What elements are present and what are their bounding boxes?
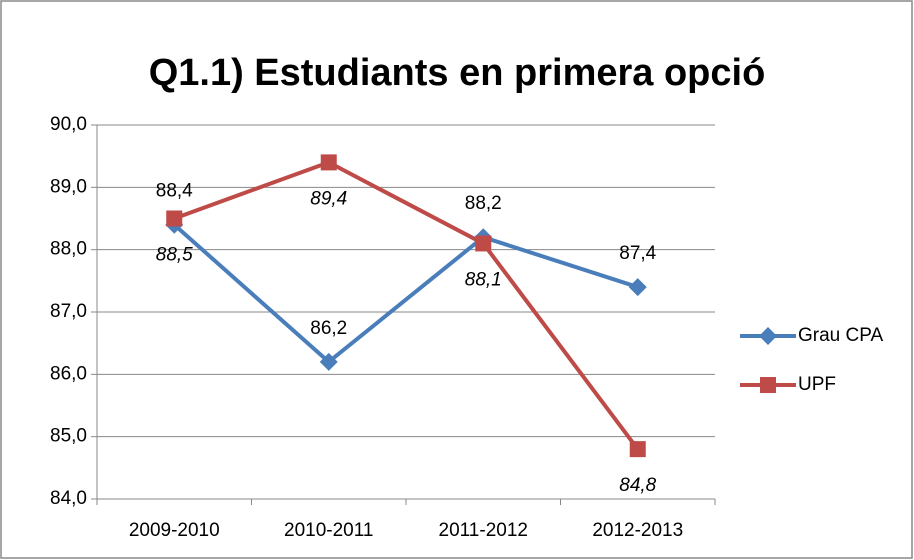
square-marker: [629, 441, 646, 458]
square-marker: [320, 154, 337, 171]
diamond-marker: [628, 278, 647, 297]
y-tick-label: 86,0: [50, 363, 87, 384]
data-label: 88,4: [156, 181, 193, 202]
x-tick-label: 2009-2010: [129, 520, 220, 541]
y-tick-label: 87,0: [50, 301, 87, 322]
data-label: 88,1: [465, 269, 502, 290]
x-tick-label: 2012-2013: [592, 520, 683, 541]
y-tick-label: 89,0: [50, 176, 87, 197]
data-label: 84,8: [619, 475, 656, 496]
square-marker: [760, 377, 776, 393]
data-label: 87,4: [619, 243, 656, 264]
y-tick-label: 88,0: [50, 239, 87, 260]
x-tick-label: 2010-2011: [284, 520, 373, 541]
series-line: [173, 160, 640, 451]
series-line: [172, 223, 639, 364]
y-tick-label: 90,0: [50, 114, 87, 135]
data-label: 89,4: [310, 188, 347, 209]
legend-label: UPF: [798, 374, 836, 395]
square-marker: [166, 210, 183, 227]
square-marker: [475, 235, 492, 252]
data-label: 88,2: [465, 193, 502, 214]
chart-title: Q1.1) Estudiants en primera opció: [149, 52, 766, 94]
data-label: 88,5: [156, 245, 193, 266]
diamond-marker: [759, 327, 777, 345]
x-tick-label: 2011-2012: [439, 520, 528, 541]
diamond-marker: [319, 352, 338, 371]
y-tick-label: 84,0: [50, 488, 87, 509]
legend-label: Grau CPA: [798, 325, 884, 346]
data-label: 86,2: [310, 318, 347, 339]
y-tick-label: 85,0: [50, 426, 87, 447]
